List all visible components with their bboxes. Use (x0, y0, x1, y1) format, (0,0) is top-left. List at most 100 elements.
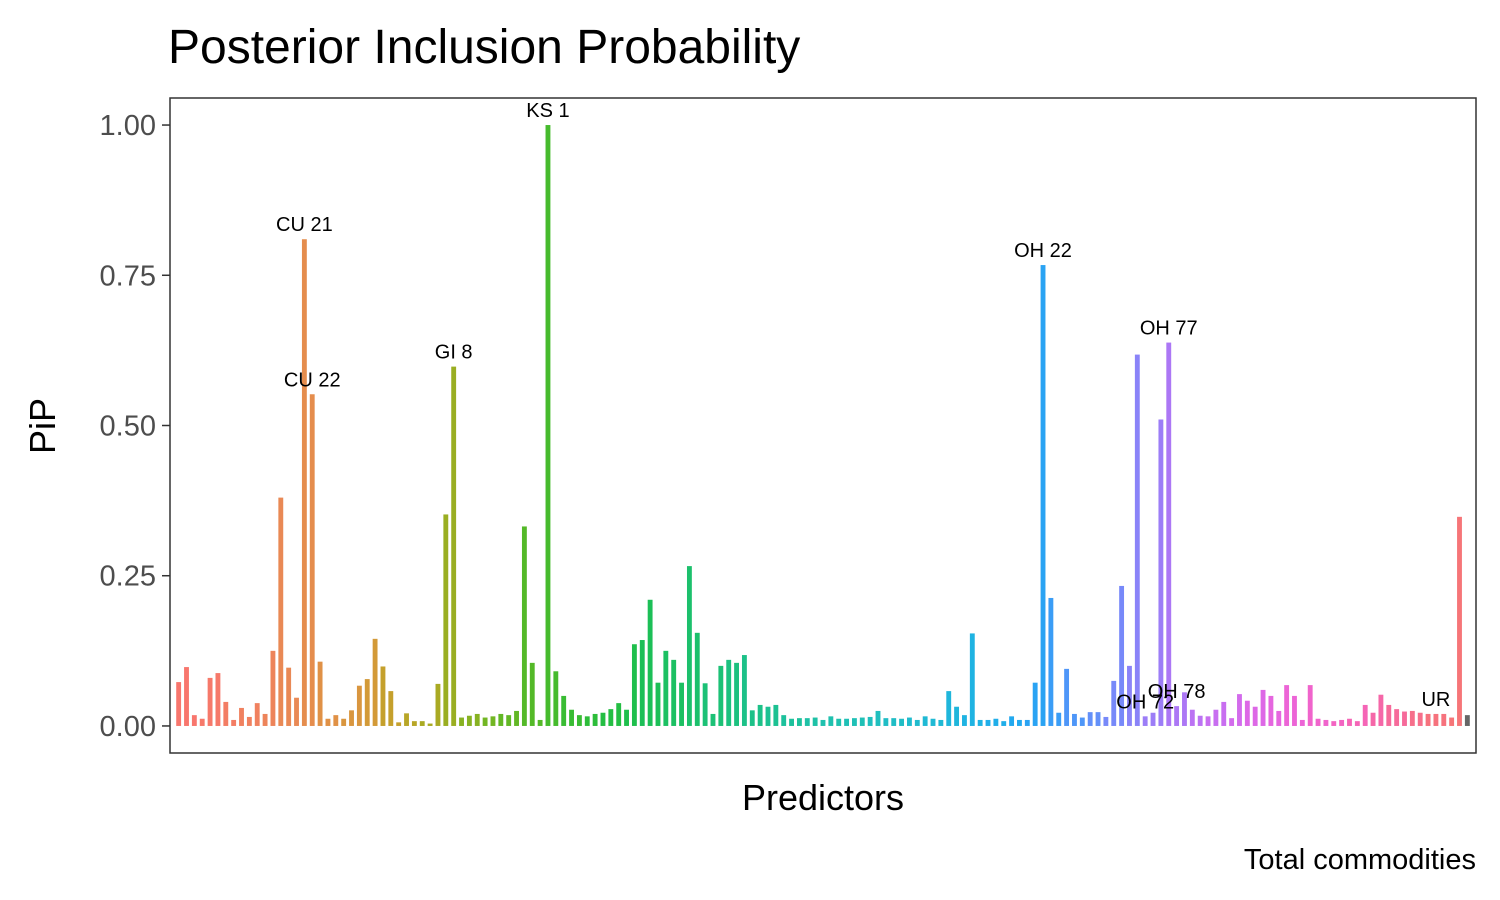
bar-101 (969, 633, 975, 726)
bar-50 (569, 709, 574, 726)
y-tick-label-1: 0.25 (100, 561, 156, 593)
bar-24 (364, 679, 370, 726)
bar-148 (1339, 719, 1345, 726)
bar-130 (1197, 715, 1203, 726)
bar-22 (349, 710, 354, 726)
bar-46 (537, 719, 543, 726)
bar-label-6: OH 77 (1140, 318, 1198, 340)
bar-39 (482, 717, 488, 726)
bar-43 (514, 710, 519, 726)
bar-127 (1174, 706, 1180, 726)
bar-132 (1213, 709, 1219, 726)
bar-52 (584, 716, 590, 726)
bar-144 (1307, 685, 1313, 726)
bar-94 (914, 719, 920, 726)
bar-131 (1205, 716, 1211, 726)
bar-69 (718, 665, 724, 726)
bar-28 (396, 722, 402, 726)
y-axis: 0.00 0.25 0.50 0.75 1.00 (100, 110, 170, 743)
bar-label-4: OH 22 (1014, 240, 1072, 262)
bar-16 (301, 239, 307, 726)
chart-caption: Total commodities (1244, 844, 1476, 876)
bar-141 (1284, 685, 1290, 726)
y-tick-label-4: 1.00 (100, 110, 156, 142)
bar-81 (812, 717, 818, 726)
bar-40 (490, 716, 496, 726)
chart-title: Posterior Inclusion Probability (168, 21, 800, 74)
bar-153 (1378, 694, 1384, 726)
bar-49 (561, 695, 567, 726)
bar-48 (553, 671, 559, 726)
bar-30 (411, 721, 417, 726)
plot-panel (169, 97, 1477, 754)
bar-57 (624, 709, 629, 726)
bar-143 (1299, 719, 1305, 726)
bar-13 (278, 497, 284, 726)
bar-164 (1464, 715, 1470, 726)
bar-20 (333, 715, 339, 726)
bar-63 (671, 659, 677, 726)
bar-159 (1425, 713, 1431, 726)
bar-label-5: OH 72 (1116, 691, 1174, 713)
bar-32 (427, 723, 433, 726)
bar-64 (679, 682, 684, 726)
bar-145 (1315, 718, 1321, 726)
bar-45 (529, 662, 535, 726)
bar-98 (946, 691, 952, 726)
bar-97 (938, 719, 944, 726)
bar-87 (859, 717, 865, 726)
bar-86 (852, 718, 857, 726)
bar-100 (962, 715, 967, 726)
bar-34 (443, 514, 449, 726)
bar-157 (1409, 710, 1415, 726)
bar-33 (435, 683, 441, 726)
bar-38 (474, 713, 480, 726)
bar-160 (1433, 713, 1439, 726)
bar-23 (356, 685, 362, 726)
bar-113 (1064, 668, 1070, 726)
bar-79 (796, 718, 802, 726)
bar-8 (239, 707, 244, 726)
bar-85 (844, 718, 850, 726)
bar-74 (757, 704, 763, 726)
bar-12 (270, 650, 276, 726)
y-axis-title: PiP (22, 398, 63, 454)
bar-155 (1394, 709, 1400, 726)
bar-2 (191, 715, 197, 726)
bar-151 (1362, 704, 1368, 726)
bar-122 (1134, 354, 1140, 726)
bar-58 (631, 644, 637, 726)
bar-162 (1449, 717, 1455, 726)
bar-label-8: UR (1421, 689, 1450, 711)
bar-label-1: CU 22 (284, 369, 341, 391)
bar-18 (317, 661, 323, 726)
bar-150 (1354, 721, 1360, 726)
bar-53 (592, 713, 598, 726)
bar-55 (608, 709, 614, 726)
bar-27 (388, 691, 394, 726)
bar-3 (199, 718, 205, 726)
bar-9 (246, 716, 252, 726)
bar-41 (498, 713, 504, 726)
bar-121 (1127, 665, 1132, 726)
bar-138 (1260, 689, 1266, 726)
bar-5 (215, 673, 221, 726)
bar-44 (521, 526, 527, 726)
bar-133 (1221, 701, 1227, 726)
bar-111 (1048, 597, 1054, 726)
bar-31 (419, 721, 425, 726)
bar-161 (1441, 713, 1447, 726)
bar-152 (1370, 712, 1376, 726)
bar-84 (836, 718, 842, 726)
bar-51 (576, 715, 582, 726)
bar-134 (1229, 718, 1235, 726)
bar-4 (207, 677, 213, 726)
bar-136 (1244, 700, 1250, 726)
bar-139 (1268, 695, 1274, 726)
bar-108 (1024, 719, 1030, 726)
bar-19 (325, 718, 331, 726)
bar-83 (828, 716, 834, 726)
bar-25 (372, 638, 378, 726)
bar-109 (1032, 682, 1038, 726)
bar-label-0: CU 21 (276, 214, 333, 236)
